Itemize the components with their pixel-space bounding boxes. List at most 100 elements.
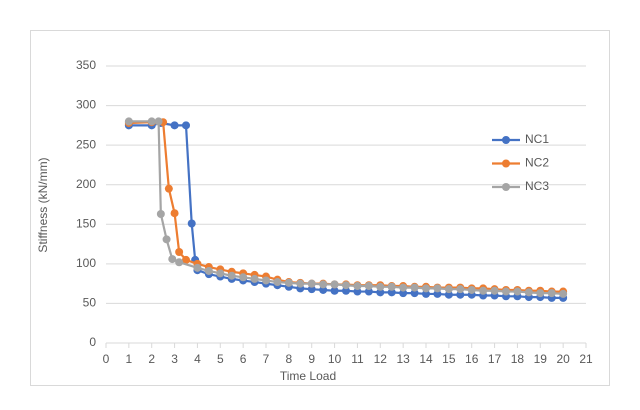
data-point [168, 255, 177, 264]
data-point [342, 281, 350, 290]
chart-frame [30, 30, 610, 386]
data-point [170, 121, 179, 130]
x-tick-label: 4 [194, 352, 201, 366]
data-point [175, 247, 184, 256]
y-tick-label: 350 [76, 58, 96, 72]
x-tick-label: 13 [396, 352, 410, 366]
data-point [307, 279, 316, 288]
data-point [187, 219, 196, 228]
data-point [479, 286, 488, 295]
data-point [124, 117, 133, 126]
legend-marker [502, 136, 510, 144]
x-tick-label: 10 [328, 352, 342, 366]
y-tick-label: 50 [83, 296, 97, 310]
data-point [319, 285, 328, 294]
x-tick-label: 16 [465, 352, 479, 366]
x-tick-label: 0 [103, 352, 110, 366]
data-point [182, 255, 190, 264]
x-tick-label: 21 [579, 352, 593, 366]
y-tick-label: 200 [76, 177, 96, 191]
data-point [342, 286, 350, 295]
data-point [399, 289, 408, 298]
data-point [387, 282, 396, 291]
data-point [330, 286, 339, 295]
series-line [128, 120, 564, 296]
data-point [296, 279, 305, 288]
data-point [353, 282, 362, 291]
x-tick-label: 5 [217, 352, 224, 366]
data-point [536, 289, 545, 298]
data-point [399, 283, 408, 292]
y-tick-label: 300 [76, 98, 96, 112]
x-tick-label: 6 [240, 352, 247, 366]
data-point [175, 258, 184, 267]
x-tick-label: 2 [148, 352, 155, 366]
data-point [273, 278, 282, 287]
x-tick-label: 11 [351, 352, 364, 366]
legend-label: NC2 [525, 156, 549, 170]
data-point [204, 266, 213, 275]
data-point [182, 121, 190, 130]
data-point [410, 289, 419, 298]
x-tick-label: 7 [263, 352, 270, 366]
data-point [353, 287, 362, 296]
data-point [330, 280, 339, 289]
data-point [422, 289, 430, 298]
x-tick-label: 1 [126, 352, 133, 366]
data-point [502, 287, 510, 296]
data-point [433, 284, 442, 293]
data-point [387, 288, 396, 297]
series [124, 117, 568, 298]
data-point [376, 282, 385, 291]
data-point [456, 290, 465, 299]
data-point [559, 289, 568, 298]
data-point [216, 269, 225, 278]
data-point [156, 209, 165, 218]
y-axis-title: Stiffness (kN/mm) [36, 157, 50, 252]
data-point [162, 235, 171, 244]
data-point [456, 285, 465, 294]
x-tick-label: 19 [534, 352, 548, 366]
x-tick-label: 18 [511, 352, 525, 366]
data-point [376, 288, 385, 297]
y-tick-label: 0 [89, 335, 96, 349]
data-point [319, 280, 328, 289]
data-point [433, 289, 442, 298]
x-tick-label: 15 [442, 352, 456, 366]
data-point [364, 287, 373, 296]
y-tick-label: 250 [76, 137, 96, 151]
data-point [444, 290, 453, 299]
data-point [164, 184, 173, 193]
legend-label: NC3 [525, 179, 549, 193]
legend-marker [502, 183, 510, 191]
data-point [147, 117, 156, 126]
x-tick-label: 14 [419, 352, 433, 366]
legend-marker [502, 159, 510, 168]
data-point [227, 271, 236, 280]
x-tick-label: 12 [374, 352, 388, 366]
x-axis-title: Time Load [280, 369, 336, 383]
data-point [193, 263, 202, 272]
data-point [170, 209, 179, 218]
y-tick-label: 100 [76, 256, 96, 270]
data-point [307, 285, 316, 294]
data-point [513, 287, 522, 296]
x-tick-label: 17 [488, 352, 502, 366]
x-tick-label: 9 [308, 352, 315, 366]
data-point [284, 278, 293, 287]
data-point [422, 284, 430, 293]
x-tick-label: 20 [556, 352, 570, 366]
data-point [547, 289, 556, 298]
data-point [154, 117, 163, 126]
data-point [444, 285, 453, 294]
data-point [262, 276, 270, 285]
data-point [524, 288, 533, 297]
y-tick-label: 150 [76, 216, 96, 230]
data-point [364, 282, 373, 291]
x-tick-label: 3 [171, 352, 178, 366]
legend-label: NC1 [525, 132, 549, 146]
data-point [239, 273, 248, 282]
data-point [410, 283, 419, 292]
data-point [250, 274, 259, 283]
